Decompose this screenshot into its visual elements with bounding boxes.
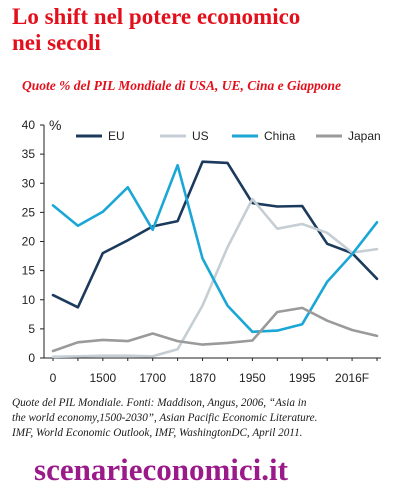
series-line-japan — [51, 306, 379, 353]
y-tick-label: 0 — [28, 351, 35, 365]
y-tick-label: 35 — [22, 147, 36, 161]
source-line-3: IMF, World Economic Outlook, IMF, Washin… — [12, 427, 303, 439]
x-tick-label: 1700 — [139, 371, 166, 385]
chart-legend: EU US China Japan — [76, 129, 381, 143]
x-tick-label: 1995 — [289, 371, 316, 385]
y-tick-label: 5 — [28, 322, 35, 336]
title-line-1: Lo shift nel potere economico — [12, 4, 301, 29]
legend-item-us: US — [160, 129, 209, 143]
x-tick-label: 0 — [50, 371, 57, 385]
series-line-eu — [51, 160, 379, 309]
x-tick-label: 1950 — [239, 371, 266, 385]
source-line-1: Quote del PIL Mondiale. Fonti: Maddison,… — [12, 397, 307, 409]
y-tick-label: 10 — [22, 293, 36, 307]
legend-item-china: China — [232, 129, 296, 143]
y-tick-label: 30 — [22, 176, 36, 190]
title-line-2: nei secoli — [12, 30, 101, 55]
legend-item-eu: EU — [76, 129, 125, 143]
legend-label: Japan — [348, 129, 381, 143]
source-note: Quote del PIL Mondiale. Fonti: Maddison,… — [12, 396, 406, 441]
x-tick-label: 1500 — [89, 371, 116, 385]
y-axis-label: % — [49, 117, 61, 133]
series-line-china — [51, 163, 379, 334]
legend-item-japan: Japan — [316, 129, 381, 143]
series-line-us — [51, 197, 379, 359]
legend-label: US — [192, 129, 209, 143]
y-tick-label: 25 — [22, 205, 36, 219]
y-tick-label: 15 — [22, 264, 36, 278]
subtitle: Quote % del PIL Mondiale di USA, UE, Cin… — [22, 78, 342, 93]
x-tick-label: 2016F — [335, 371, 369, 385]
x-tick-label: 1870 — [189, 371, 216, 385]
series-layer — [51, 160, 379, 359]
brand-watermark[interactable]: scenarieconomici.it — [34, 452, 288, 487]
legend-label: EU — [108, 129, 125, 143]
source-line-2: the world economy,1500-2030”, Asian Paci… — [12, 412, 318, 424]
line-chart: 0 5 10 15 20 25 30 35 40 0 1500 1700 1870 1950 1995 201… — [22, 117, 381, 385]
y-tick-label: 20 — [22, 235, 36, 249]
chart-axes: 0 5 10 15 20 25 30 35 40 0 1500 1700 1870 1950 1995 201… — [22, 118, 381, 385]
page-title: Lo shift nel potere economico nei secoli — [12, 4, 404, 56]
legend-label: China — [264, 129, 296, 143]
y-tick-label: 40 — [22, 118, 36, 132]
